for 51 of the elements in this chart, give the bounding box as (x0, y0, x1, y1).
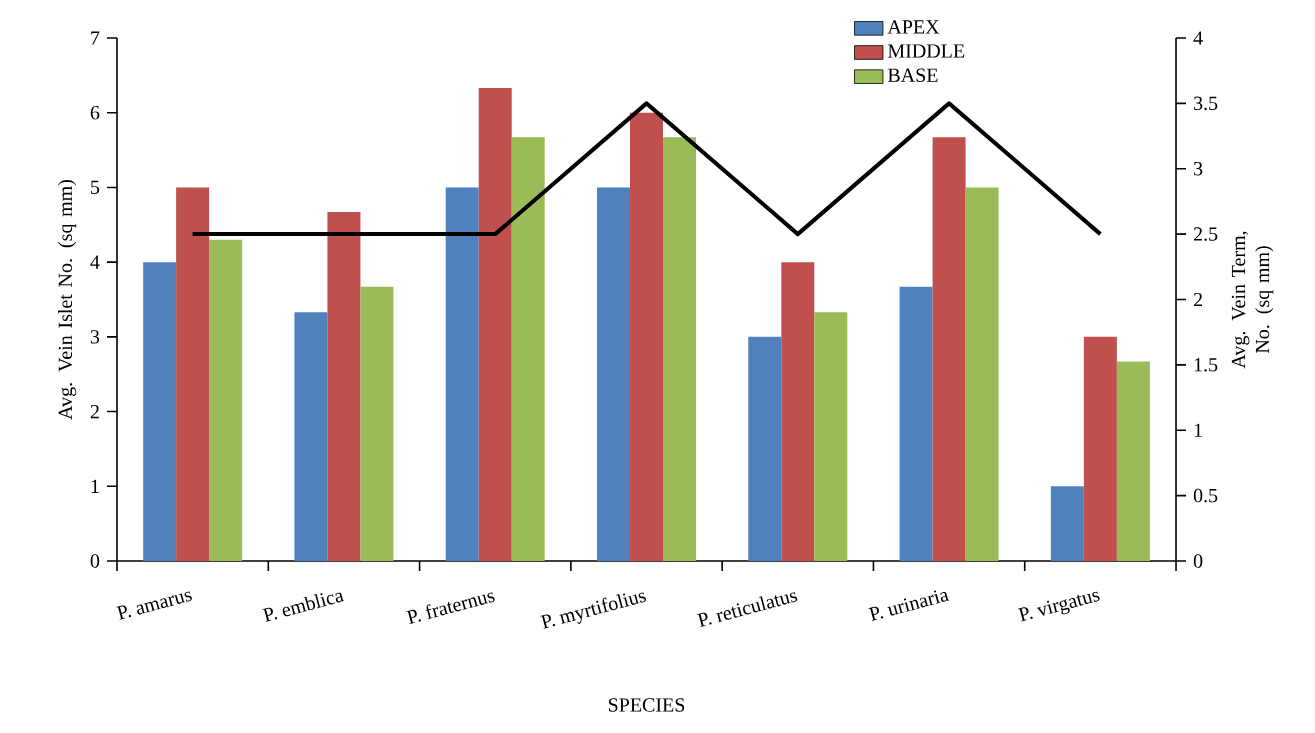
y2-tick-label: 0.5 (1193, 488, 1218, 503)
bar (1050, 486, 1084, 561)
bar (899, 286, 933, 561)
bar (143, 262, 177, 561)
bar (360, 286, 394, 561)
y-tick-label: 1 (91, 479, 99, 493)
bar (478, 88, 512, 561)
y-axis-title: Avg. Vein Islet No. (sq mm) (57, 180, 77, 420)
bar (932, 137, 966, 561)
y2-tick-label: 3 (1194, 162, 1203, 176)
bar (511, 137, 545, 561)
legend-label: MIDDLE (887, 44, 965, 58)
legend-label: APEX (887, 20, 940, 34)
y2-tick-label: 3.5 (1194, 96, 1218, 111)
y2-tick-label: 1.5 (1194, 358, 1218, 372)
y-tick-label: 3 (90, 330, 100, 344)
bar (176, 187, 210, 561)
x-tick-label: P. myrtifolius (540, 592, 646, 629)
bar (781, 262, 815, 561)
x-tick-label: P. amarus (116, 591, 192, 620)
bar (1083, 336, 1117, 561)
bar (445, 187, 479, 561)
y-tick-label: 2 (90, 404, 99, 419)
y-tick-label: 0 (90, 554, 100, 568)
y-tick-label: 7 (91, 31, 100, 45)
bar (597, 187, 631, 561)
x-tick-label: P. emblica (262, 592, 345, 622)
y2-tick-label: 4 (1193, 31, 1203, 45)
legend-label: BASE (887, 68, 938, 82)
bar (294, 312, 328, 561)
y2-axis-title: Avg. Vein Term, No. (sq mm) (1231, 231, 1274, 369)
y-tick-label: 5 (91, 180, 100, 195)
y-tick-label: 6 (90, 106, 100, 120)
y2-tick-label: 0 (1193, 554, 1203, 568)
bar (748, 336, 782, 561)
x-tick-label: P. reticulatus (696, 592, 798, 628)
bar (630, 112, 664, 561)
x-tick-label: P. virgatus (1017, 591, 1100, 622)
x-tick-label: P. urinaria (868, 590, 950, 621)
y2-tick-label: 1 (1194, 423, 1202, 437)
bar (965, 187, 999, 561)
bar (1116, 361, 1150, 561)
y2-tick-label: 2.5 (1193, 227, 1218, 241)
y-tick-label: 4 (90, 255, 100, 269)
x-axis-title: SPECIES (608, 698, 685, 712)
x-tick-label: P. fraternus (406, 592, 495, 625)
bar (327, 212, 361, 561)
bar (209, 239, 243, 561)
bar (663, 137, 697, 561)
bar (814, 312, 848, 561)
y2-tick-label: 2 (1193, 292, 1202, 307)
